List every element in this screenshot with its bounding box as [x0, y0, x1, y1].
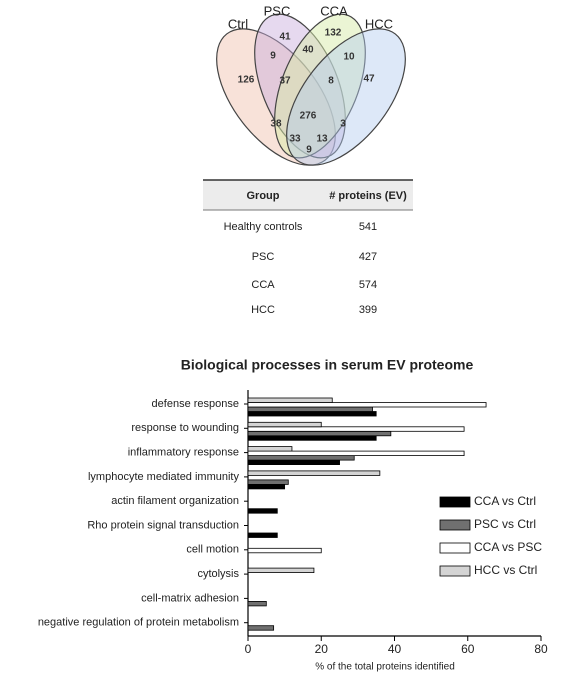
bar	[247, 411, 377, 417]
x-axis-label: % of the total proteins identified	[315, 662, 455, 673]
bar	[247, 601, 267, 607]
y-tick-label: cytolysis	[197, 568, 239, 580]
table-cell: 541	[359, 221, 377, 233]
venn-diagram: Ctrl PSC CCA HCC 41 132 9 40 10 126 37 8…	[216, 3, 406, 166]
legend-label: PSC vs Ctrl	[474, 517, 536, 531]
table-cell: CCA	[251, 279, 275, 291]
y-tick-label: cell motion	[186, 544, 239, 556]
table-cell: 427	[359, 251, 377, 263]
set-label: HCC	[365, 16, 393, 31]
y-tick-label: response to wounding	[131, 422, 239, 434]
table-header: Group	[247, 190, 280, 202]
bar	[247, 455, 355, 461]
x-tick-label: 60	[461, 642, 475, 656]
y-tick-label: defense response	[152, 398, 239, 410]
table-header-bg	[203, 180, 413, 210]
set-label: Ctrl	[228, 16, 248, 31]
bar	[247, 435, 377, 441]
bar	[247, 567, 315, 573]
legend-swatch	[439, 519, 471, 531]
bar	[247, 426, 465, 432]
bar	[247, 470, 381, 476]
region-count: 47	[363, 74, 375, 85]
y-tick-label: lymphocyte mediated immunity	[88, 471, 240, 483]
table-cell: PSC	[252, 251, 275, 263]
table-cell: 399	[359, 304, 377, 316]
set-cca	[274, 13, 366, 159]
table-cell: Healthy controls	[224, 221, 303, 233]
set-label: CCA	[320, 3, 348, 18]
bar	[247, 406, 373, 412]
set-label: PSC	[264, 3, 291, 18]
x-tick-label: 0	[245, 642, 252, 656]
table-header: # proteins (EV)	[329, 190, 407, 202]
region-count: 13	[316, 134, 328, 145]
legend-swatch	[439, 542, 471, 554]
bar	[247, 625, 275, 631]
bar	[247, 421, 322, 428]
region-count: 276	[300, 111, 317, 122]
bar	[247, 508, 278, 514]
bar	[247, 446, 293, 452]
region-count: 40	[302, 45, 314, 56]
region-count: 41	[279, 32, 291, 43]
bar	[247, 483, 286, 490]
region-count: 33	[289, 134, 301, 145]
bar	[247, 459, 340, 466]
region-count: 132	[325, 28, 342, 39]
y-tick-label: negative regulation of protein metabolis…	[38, 617, 239, 629]
legend-swatch	[439, 496, 471, 508]
legend-label: CCA vs Ctrl	[474, 494, 536, 508]
x-tick-label: 40	[388, 642, 402, 656]
bar	[247, 450, 465, 457]
region-count: 38	[270, 119, 282, 130]
bar	[247, 397, 333, 403]
y-tick-label: Rho protein signal transduction	[87, 519, 239, 531]
region-count: 37	[279, 76, 291, 87]
legend-label: HCC vs Ctrl	[474, 563, 537, 577]
y-tick-label: actin filament organization	[111, 495, 239, 507]
table-cell: HCC	[251, 304, 275, 316]
chart-title: Biological processes in serum EV proteom…	[181, 357, 474, 373]
x-tick-label: 20	[315, 642, 329, 656]
region-count: 3	[340, 119, 346, 130]
x-tick-label: 80	[534, 642, 548, 656]
y-tick-label: cell-matrix adhesion	[141, 592, 239, 604]
bar	[247, 430, 392, 437]
bar	[247, 479, 289, 485]
region-count: 10	[343, 52, 355, 63]
region-count: 8	[328, 76, 334, 87]
bar	[247, 532, 278, 538]
y-tick-label: inflammatory response	[128, 447, 239, 459]
bar	[247, 547, 322, 554]
table: Group # proteins (EV) Healthy controls 5…	[203, 179, 413, 316]
region-count: 126	[238, 75, 255, 86]
region-count: 9	[306, 145, 312, 156]
region-count: 9	[270, 51, 276, 62]
legend-swatch	[439, 565, 471, 577]
legend-label: CCA vs PSC	[474, 540, 542, 554]
bar	[247, 402, 487, 408]
table-cell: 574	[359, 279, 377, 291]
set-hcc	[286, 28, 406, 166]
